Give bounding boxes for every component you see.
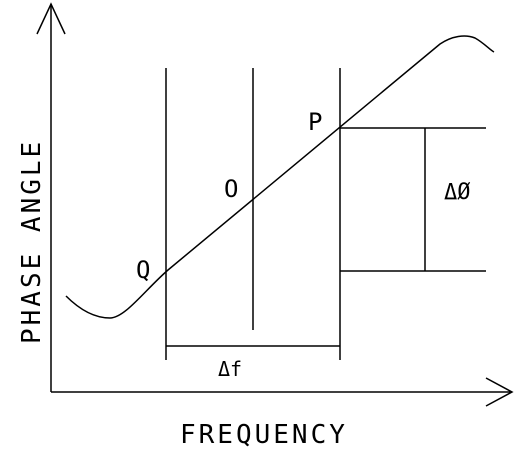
x-axis-arrowhead: [485, 377, 514, 407]
point-label-p: P: [308, 108, 322, 136]
y-axis-arrowhead: [36, 2, 66, 35]
delta-phi-label: ΔØ: [444, 180, 471, 205]
y-axis-label: PHASE ANGLE: [17, 139, 47, 344]
point-label-q: Q: [136, 256, 150, 284]
delta-f-label: Δf: [218, 357, 242, 381]
point-label-o: O: [224, 175, 238, 203]
x-axis-label: FREQUENCY: [180, 420, 348, 450]
phase-curve: [65, 35, 495, 319]
